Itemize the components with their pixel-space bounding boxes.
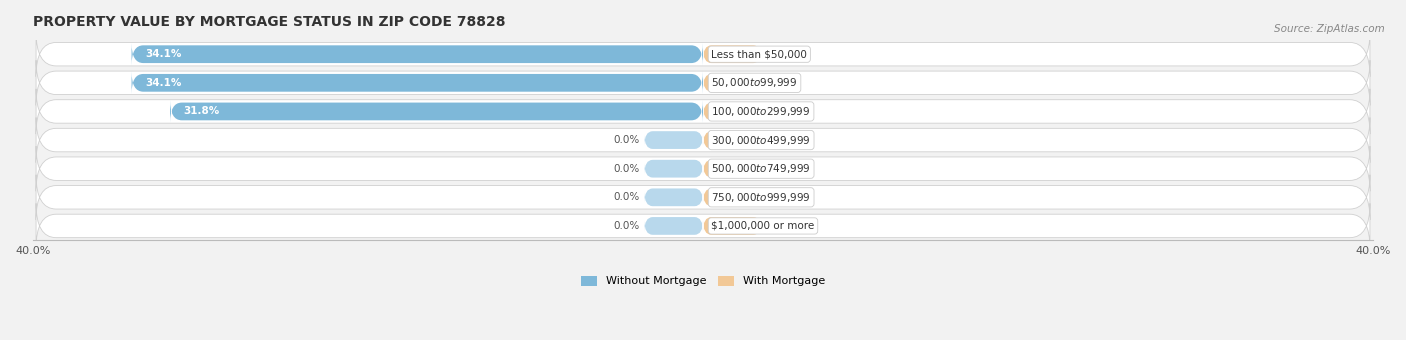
FancyBboxPatch shape [703,103,762,120]
Text: $1,000,000 or more: $1,000,000 or more [711,221,814,231]
FancyBboxPatch shape [132,43,703,65]
Text: 0.0%: 0.0% [613,192,640,202]
Text: Source: ZipAtlas.com: Source: ZipAtlas.com [1274,24,1385,34]
FancyBboxPatch shape [37,89,1369,134]
FancyBboxPatch shape [644,131,703,149]
Text: $500,000 to $749,999: $500,000 to $749,999 [711,162,811,175]
Text: 0.0%: 0.0% [766,164,793,174]
FancyBboxPatch shape [132,72,703,94]
FancyBboxPatch shape [703,160,762,177]
Text: 0.0%: 0.0% [766,221,793,231]
Text: 0.0%: 0.0% [766,78,793,88]
Text: 0.0%: 0.0% [766,135,793,145]
FancyBboxPatch shape [703,217,762,235]
Text: 31.8%: 31.8% [184,106,219,116]
FancyBboxPatch shape [37,146,1369,191]
Text: 0.0%: 0.0% [613,164,640,174]
Text: Less than $50,000: Less than $50,000 [711,49,807,59]
Text: 0.0%: 0.0% [766,106,793,116]
FancyBboxPatch shape [37,32,1369,77]
Text: 34.1%: 34.1% [145,49,181,59]
Legend: Without Mortgage, With Mortgage: Without Mortgage, With Mortgage [576,271,830,291]
Text: PROPERTY VALUE BY MORTGAGE STATUS IN ZIP CODE 78828: PROPERTY VALUE BY MORTGAGE STATUS IN ZIP… [32,15,505,29]
FancyBboxPatch shape [37,203,1369,249]
Text: $50,000 to $99,999: $50,000 to $99,999 [711,76,797,89]
Text: $100,000 to $299,999: $100,000 to $299,999 [711,105,811,118]
FancyBboxPatch shape [37,117,1369,163]
Text: $750,000 to $999,999: $750,000 to $999,999 [711,191,811,204]
Text: 0.0%: 0.0% [766,49,793,59]
FancyBboxPatch shape [37,175,1369,220]
FancyBboxPatch shape [644,160,703,177]
FancyBboxPatch shape [170,100,703,123]
FancyBboxPatch shape [703,45,762,63]
Text: 0.0%: 0.0% [613,221,640,231]
FancyBboxPatch shape [644,217,703,235]
Text: 0.0%: 0.0% [766,192,793,202]
FancyBboxPatch shape [703,188,762,206]
FancyBboxPatch shape [703,74,762,92]
Text: 34.1%: 34.1% [145,78,181,88]
Text: 0.0%: 0.0% [613,135,640,145]
FancyBboxPatch shape [644,188,703,206]
FancyBboxPatch shape [37,60,1369,105]
FancyBboxPatch shape [703,131,762,149]
Text: $300,000 to $499,999: $300,000 to $499,999 [711,134,811,147]
